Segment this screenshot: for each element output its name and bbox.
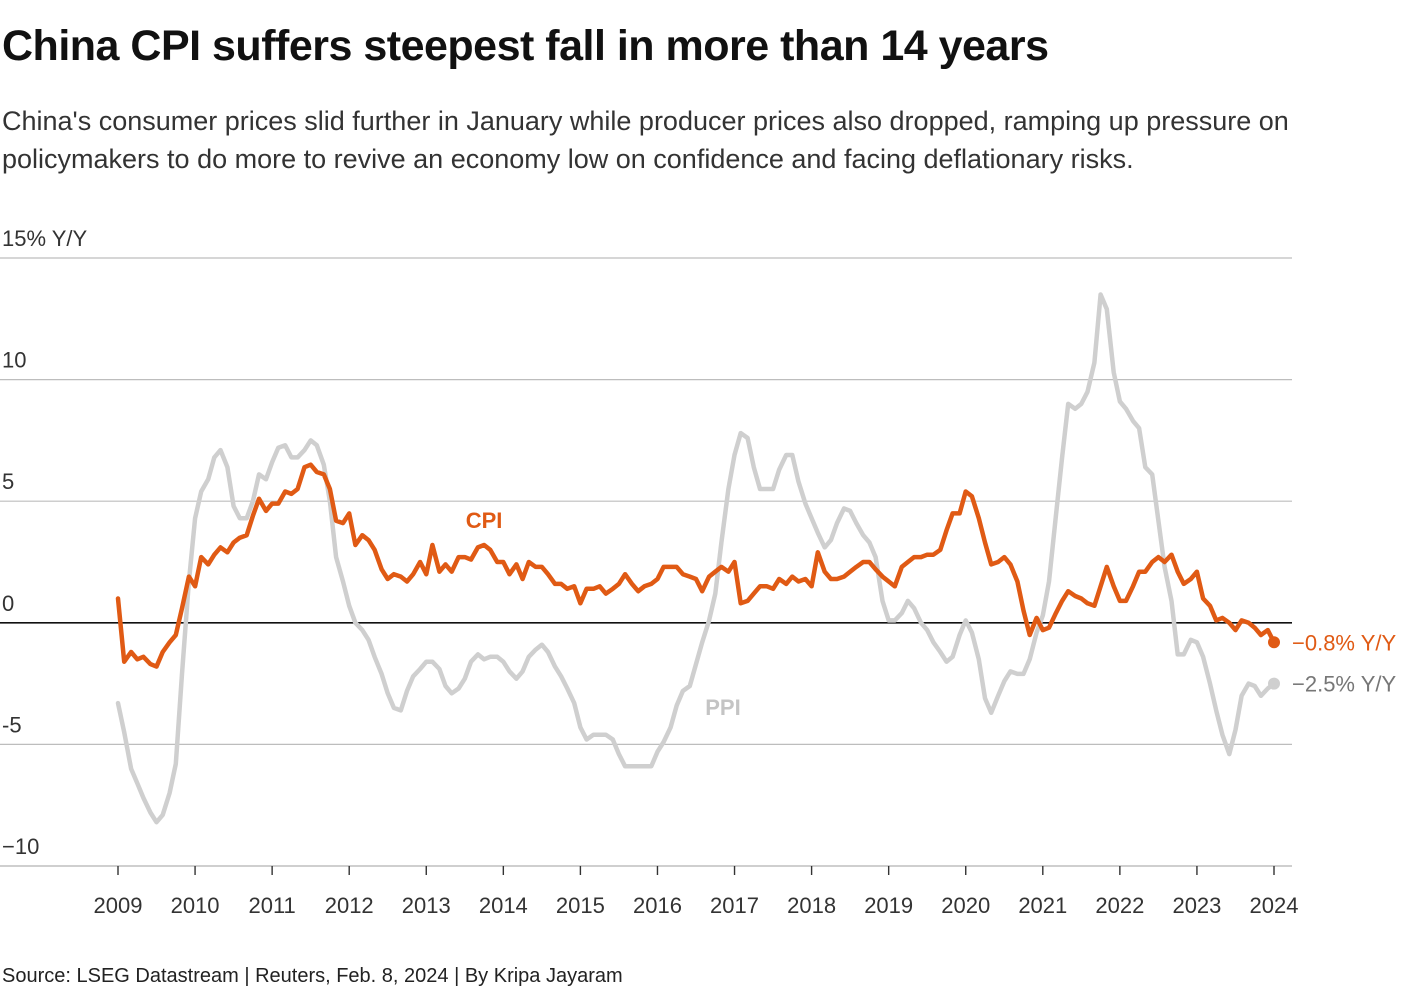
series-labels: −2.5% Y/Y −0.8% Y/Y CPI PPI — [466, 508, 1397, 720]
x-tick-label: 2018 — [787, 893, 836, 918]
chart-title: China CPI suffers steepest fall in more … — [2, 22, 1049, 70]
x-tick-label: 2012 — [325, 893, 374, 918]
x-tick-label: 2023 — [1172, 893, 1221, 918]
x-tick-label: 2020 — [941, 893, 990, 918]
x-tick-label: 2010 — [171, 893, 220, 918]
y-tick-label: -5 — [2, 712, 22, 737]
y-tick-label: 5 — [2, 469, 14, 494]
series-line-cpi — [115, 462, 1277, 669]
x-tick-label: 2019 — [864, 893, 913, 918]
end-label-cpi: −0.8% Y/Y — [1292, 630, 1396, 655]
y-tick-label: 15% Y/Y — [2, 226, 88, 251]
x-tick-label: 2014 — [479, 893, 528, 918]
x-tick-label: 2013 — [402, 893, 451, 918]
y-axis: 15% Y/Y 10 5 0 -5 −10 — [2, 226, 88, 859]
end-point-cpi — [1268, 636, 1280, 649]
y-tick-label: −10 — [2, 834, 39, 859]
y-tick-label: 10 — [2, 348, 26, 373]
x-tick-label: 2024 — [1250, 893, 1299, 918]
series-label-ppi: PPI — [705, 695, 740, 720]
x-tick-label: 2016 — [633, 893, 682, 918]
x-tick-label: 2011 — [248, 893, 295, 918]
series-label-cpi: CPI — [466, 508, 503, 533]
x-tick-label: 2015 — [556, 893, 605, 918]
x-tick-label: 2021 — [1018, 893, 1067, 918]
series — [115, 292, 1280, 825]
x-tick-label: 2022 — [1095, 893, 1144, 918]
x-tick-label: 2009 — [94, 893, 143, 918]
chart-source: Source: LSEG Datastream | Reuters, Feb. … — [2, 965, 623, 987]
end-point-ppi — [1268, 677, 1280, 690]
line-chart: 15% Y/Y 10 5 0 -5 −10 2009 2010 2011 2012 2013 201… — [0, 226, 1397, 918]
x-tick-label: 2017 — [710, 893, 759, 918]
chart-subtitle: China's consumer prices slid further in … — [2, 106, 1289, 174]
x-axis: 2009 2010 2011 2012 2013 2014 2015 2016 2017 2018… — [0, 865, 1299, 918]
y-tick-label: 0 — [2, 591, 14, 616]
end-label-ppi: −2.5% Y/Y — [1292, 672, 1396, 697]
series-line-ppi — [115, 292, 1277, 825]
grid — [0, 257, 1292, 867]
